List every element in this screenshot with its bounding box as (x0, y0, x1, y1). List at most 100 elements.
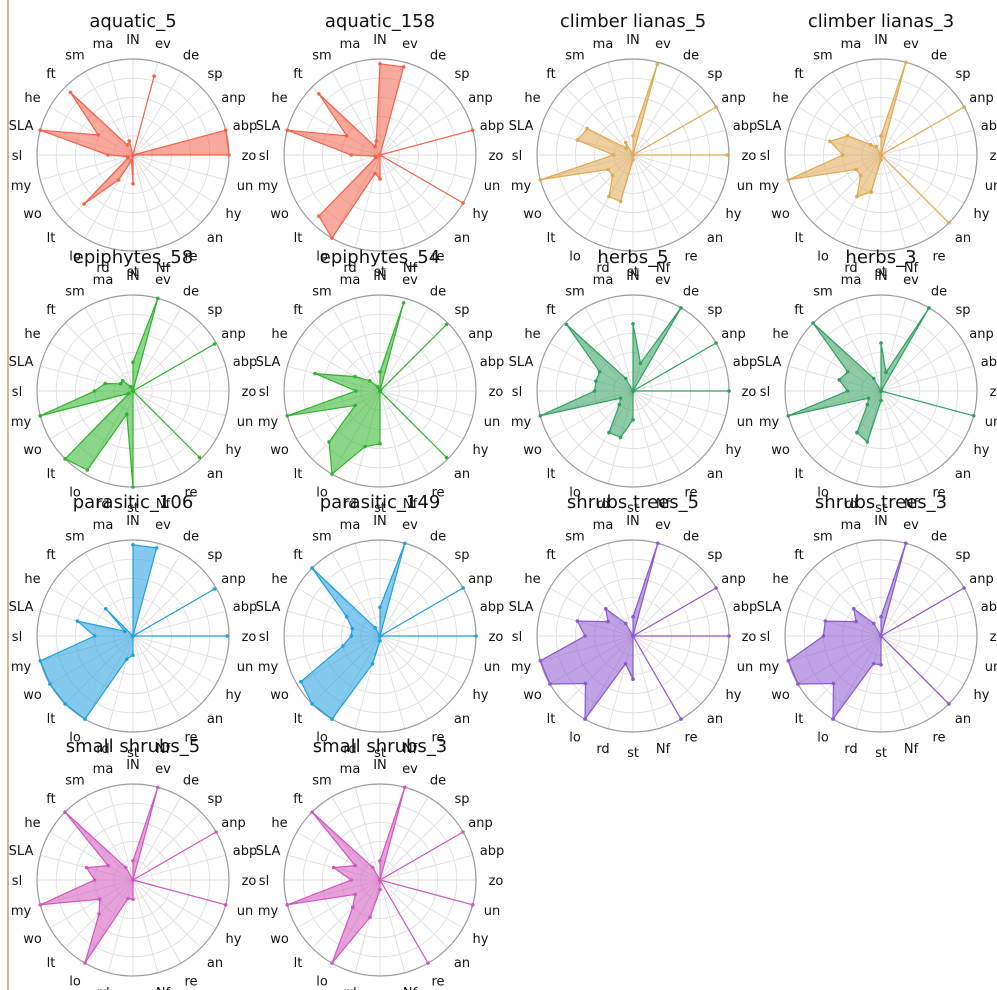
axis-label: sl (12, 149, 22, 164)
axis-label: un (237, 179, 253, 194)
data-point (121, 379, 125, 383)
axis-label: re (684, 731, 697, 746)
data-point (606, 167, 610, 172)
axis-label: ft (794, 548, 803, 563)
grid-spoke (132, 610, 226, 637)
grid-spoke (49, 390, 134, 440)
axis-label: st (627, 265, 639, 280)
series-area (287, 787, 473, 964)
axis-label: lo (316, 250, 328, 265)
data-point (378, 605, 382, 609)
data-point (103, 381, 107, 386)
grid-spoke (880, 610, 974, 637)
axis-label: SLA (757, 600, 782, 615)
data-point (947, 702, 951, 706)
data-point (470, 903, 475, 907)
grid-spoke (379, 307, 429, 392)
axis-label: my (258, 179, 279, 194)
axis-label: st (627, 501, 639, 516)
data-point (122, 629, 127, 633)
axis-label: wo (523, 443, 542, 458)
axis-label: abp (981, 119, 997, 134)
axis-label: he (271, 327, 287, 342)
axis-label: an (454, 712, 470, 727)
grid-spoke (84, 307, 134, 392)
axis-label: ma (593, 518, 614, 533)
axis-label: sp (207, 548, 222, 563)
outer-frame (784, 539, 978, 733)
axis-label: ev (155, 37, 171, 52)
outer-frame (784, 294, 978, 488)
data-point (197, 455, 202, 460)
data-point (631, 153, 635, 157)
axis-label: rd (844, 497, 857, 512)
axis-label: st (127, 746, 139, 761)
data-point (378, 639, 382, 643)
axis-label: my (11, 660, 32, 675)
axis-label: abp (981, 600, 997, 615)
axis-label: sp (454, 303, 469, 318)
axis-label: de (683, 530, 699, 545)
data-point (607, 430, 611, 435)
grid-spoke (632, 86, 702, 156)
grid-spoke (296, 154, 381, 204)
data-point (618, 396, 623, 401)
data-point (106, 863, 110, 868)
axis-label: hy (974, 443, 990, 458)
data-point (125, 657, 129, 661)
data-point (444, 322, 449, 327)
grid-spoke (132, 365, 226, 392)
data-point (371, 865, 375, 870)
axis-label: sm (565, 285, 584, 300)
grid-spoke (880, 154, 974, 181)
data-point (378, 859, 382, 863)
axis-label: re (431, 975, 444, 990)
data-point (378, 634, 382, 638)
grid-spoke (379, 390, 464, 440)
grid-spoke (379, 365, 473, 392)
data-point (548, 682, 552, 686)
data-point (679, 717, 683, 721)
grid-spoke (632, 322, 702, 392)
axis-label: he (524, 572, 540, 587)
data-point (714, 341, 718, 345)
grid-spoke (379, 390, 473, 417)
data-point (118, 382, 123, 386)
data-point (285, 903, 290, 907)
grid-spoke (132, 390, 217, 440)
data-point (927, 306, 931, 310)
axis-label: he (271, 816, 287, 831)
axis-label: anp (221, 91, 245, 106)
data-point (854, 167, 858, 172)
axis-label: sp (955, 303, 970, 318)
grid-spoke (379, 552, 429, 637)
data-point (679, 306, 683, 310)
axis-label: ft (293, 548, 302, 563)
axis-label: st (127, 501, 139, 516)
axis-label: IN (373, 758, 387, 773)
axis-label: lo (569, 486, 581, 501)
grid-spoke (880, 635, 974, 662)
axis-label: ev (903, 273, 919, 288)
axis-label: lo (316, 731, 328, 746)
axis-label: sp (707, 548, 722, 563)
data-point (330, 717, 334, 721)
data-point (378, 370, 382, 374)
axis-label: an (454, 231, 470, 246)
axis-label: an (707, 712, 723, 727)
axis-label: an (707, 467, 723, 482)
axis-label: lt (47, 467, 56, 482)
axis-label: un (484, 660, 500, 675)
axis-label: an (955, 231, 971, 246)
data-point (363, 444, 367, 449)
grid-spoke (880, 71, 930, 156)
axis-label: ma (340, 762, 361, 777)
data-point (313, 371, 317, 376)
grid-spoke (107, 543, 134, 637)
data-point (879, 398, 883, 403)
data-point (655, 62, 660, 66)
data-point (373, 154, 378, 158)
data-point (786, 414, 791, 418)
axis-label: IN (626, 33, 640, 48)
